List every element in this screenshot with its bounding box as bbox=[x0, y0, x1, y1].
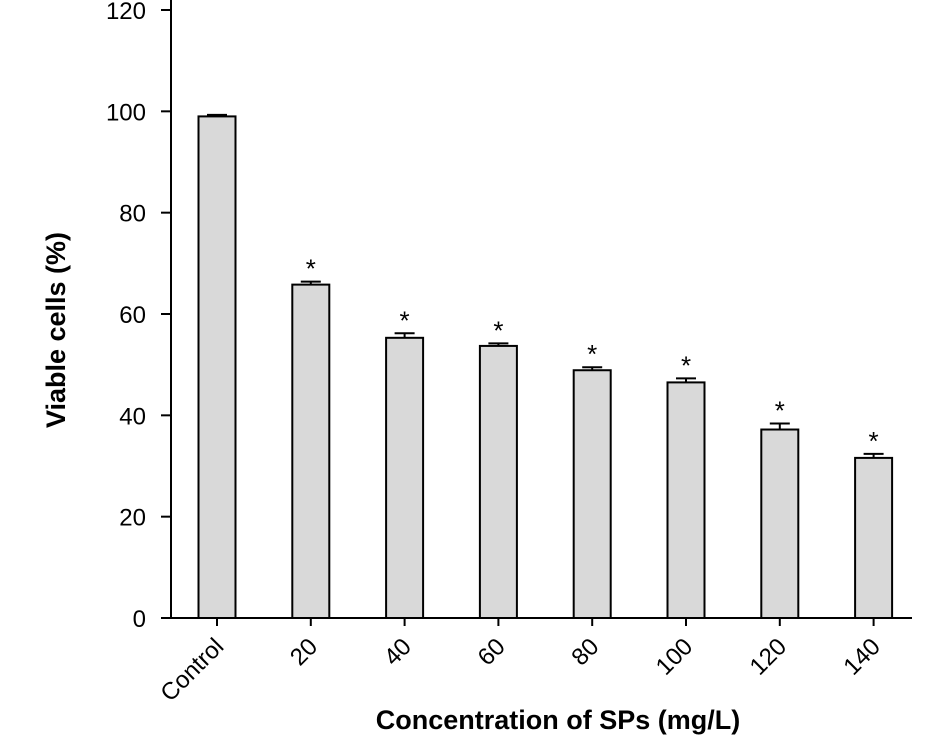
y-axis-title: Viable cells (%) bbox=[41, 232, 71, 428]
x-tick-label: 80 bbox=[566, 633, 604, 671]
significance-marker: * bbox=[869, 426, 879, 456]
y-axis: 0 20 40 60 80 100 120 bbox=[106, 0, 172, 633]
y-tick-label: 60 bbox=[119, 302, 146, 329]
bar bbox=[666, 381, 706, 619]
significance-marker: * bbox=[775, 395, 785, 425]
x-tick-label: 120 bbox=[745, 633, 792, 680]
significance-marker: * bbox=[587, 339, 597, 369]
bars: * * * * * * * bbox=[197, 113, 894, 620]
y-tick-label: 100 bbox=[106, 99, 146, 126]
significance-marker: * bbox=[306, 254, 316, 284]
y-tick-label: 0 bbox=[133, 606, 146, 633]
x-tick-label: 100 bbox=[651, 633, 698, 680]
bar bbox=[478, 344, 518, 619]
y-tick-label: 40 bbox=[119, 403, 146, 430]
bar bbox=[572, 369, 612, 619]
significance-marker: * bbox=[400, 305, 410, 335]
x-tick-label: 20 bbox=[285, 633, 323, 671]
y-tick-label: 20 bbox=[119, 505, 146, 532]
x-axis: Control 20 40 60 80 100 120 140 bbox=[155, 617, 912, 707]
bar bbox=[854, 456, 894, 620]
x-tick-label: Control bbox=[155, 633, 229, 707]
significance-marker: * bbox=[493, 315, 503, 345]
x-tick-label: 40 bbox=[379, 633, 417, 671]
bar bbox=[760, 428, 800, 619]
bar bbox=[385, 336, 425, 619]
y-tick-label: 80 bbox=[119, 201, 146, 228]
x-tick-label: 60 bbox=[473, 633, 511, 671]
bar bbox=[291, 283, 331, 619]
significance-marker: * bbox=[681, 350, 691, 380]
bar bbox=[197, 115, 237, 620]
y-tick-label: 120 bbox=[106, 0, 146, 25]
x-tick-label: 140 bbox=[838, 633, 885, 680]
x-axis-title: Concentration of SPs (mg/L) bbox=[376, 705, 741, 735]
